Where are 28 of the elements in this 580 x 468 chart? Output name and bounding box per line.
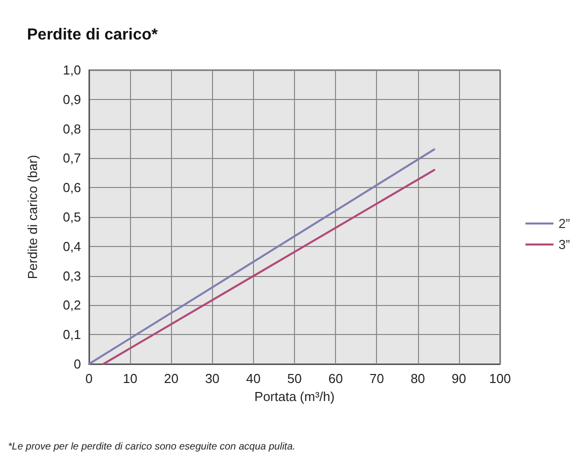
x-tick-label: 70 — [369, 371, 384, 386]
x-tick-label: 0 — [85, 371, 93, 386]
y-tick-label: 0,9 — [62, 92, 81, 107]
x-tick-label: 100 — [489, 371, 511, 386]
x-tick-label: 50 — [287, 371, 302, 386]
y-tick-label: 0,1 — [62, 327, 81, 342]
y-tick-label: 0,8 — [62, 121, 81, 136]
x-tick-label: 80 — [410, 371, 426, 386]
legend-label: 2” — [558, 216, 570, 231]
y-axis-title: Perdite di carico (bar) — [25, 154, 40, 280]
legend-label: 3” — [558, 237, 570, 252]
y-tick-label: 0,7 — [62, 150, 81, 166]
y-tick-label: 0,3 — [62, 268, 81, 284]
x-tick-label: 20 — [164, 371, 178, 386]
x-tick-label: 30 — [205, 371, 220, 386]
y-tick-label: 0,2 — [62, 298, 81, 313]
x-tick-label: 60 — [328, 371, 343, 386]
y-tick-label: 0,5 — [62, 210, 81, 224]
y-tick-label: 1,0 — [62, 62, 81, 78]
text: *Le prove per le perdite di carico sono eseguite con acqua pulita. — [8, 442, 296, 452]
x-tick-label: 40 — [246, 371, 261, 386]
y-tick-label: 0,4 — [62, 238, 81, 254]
x-tick-label: 10 — [122, 371, 138, 386]
x-axis-title: Portata (m³/h) — [254, 389, 335, 404]
y-tick-label: 0,6 — [62, 180, 81, 196]
chart-title: Perdite di carico* — [27, 26, 158, 44]
y-tick-label: 0 — [74, 356, 81, 372]
x-tick-label: 90 — [452, 371, 466, 386]
